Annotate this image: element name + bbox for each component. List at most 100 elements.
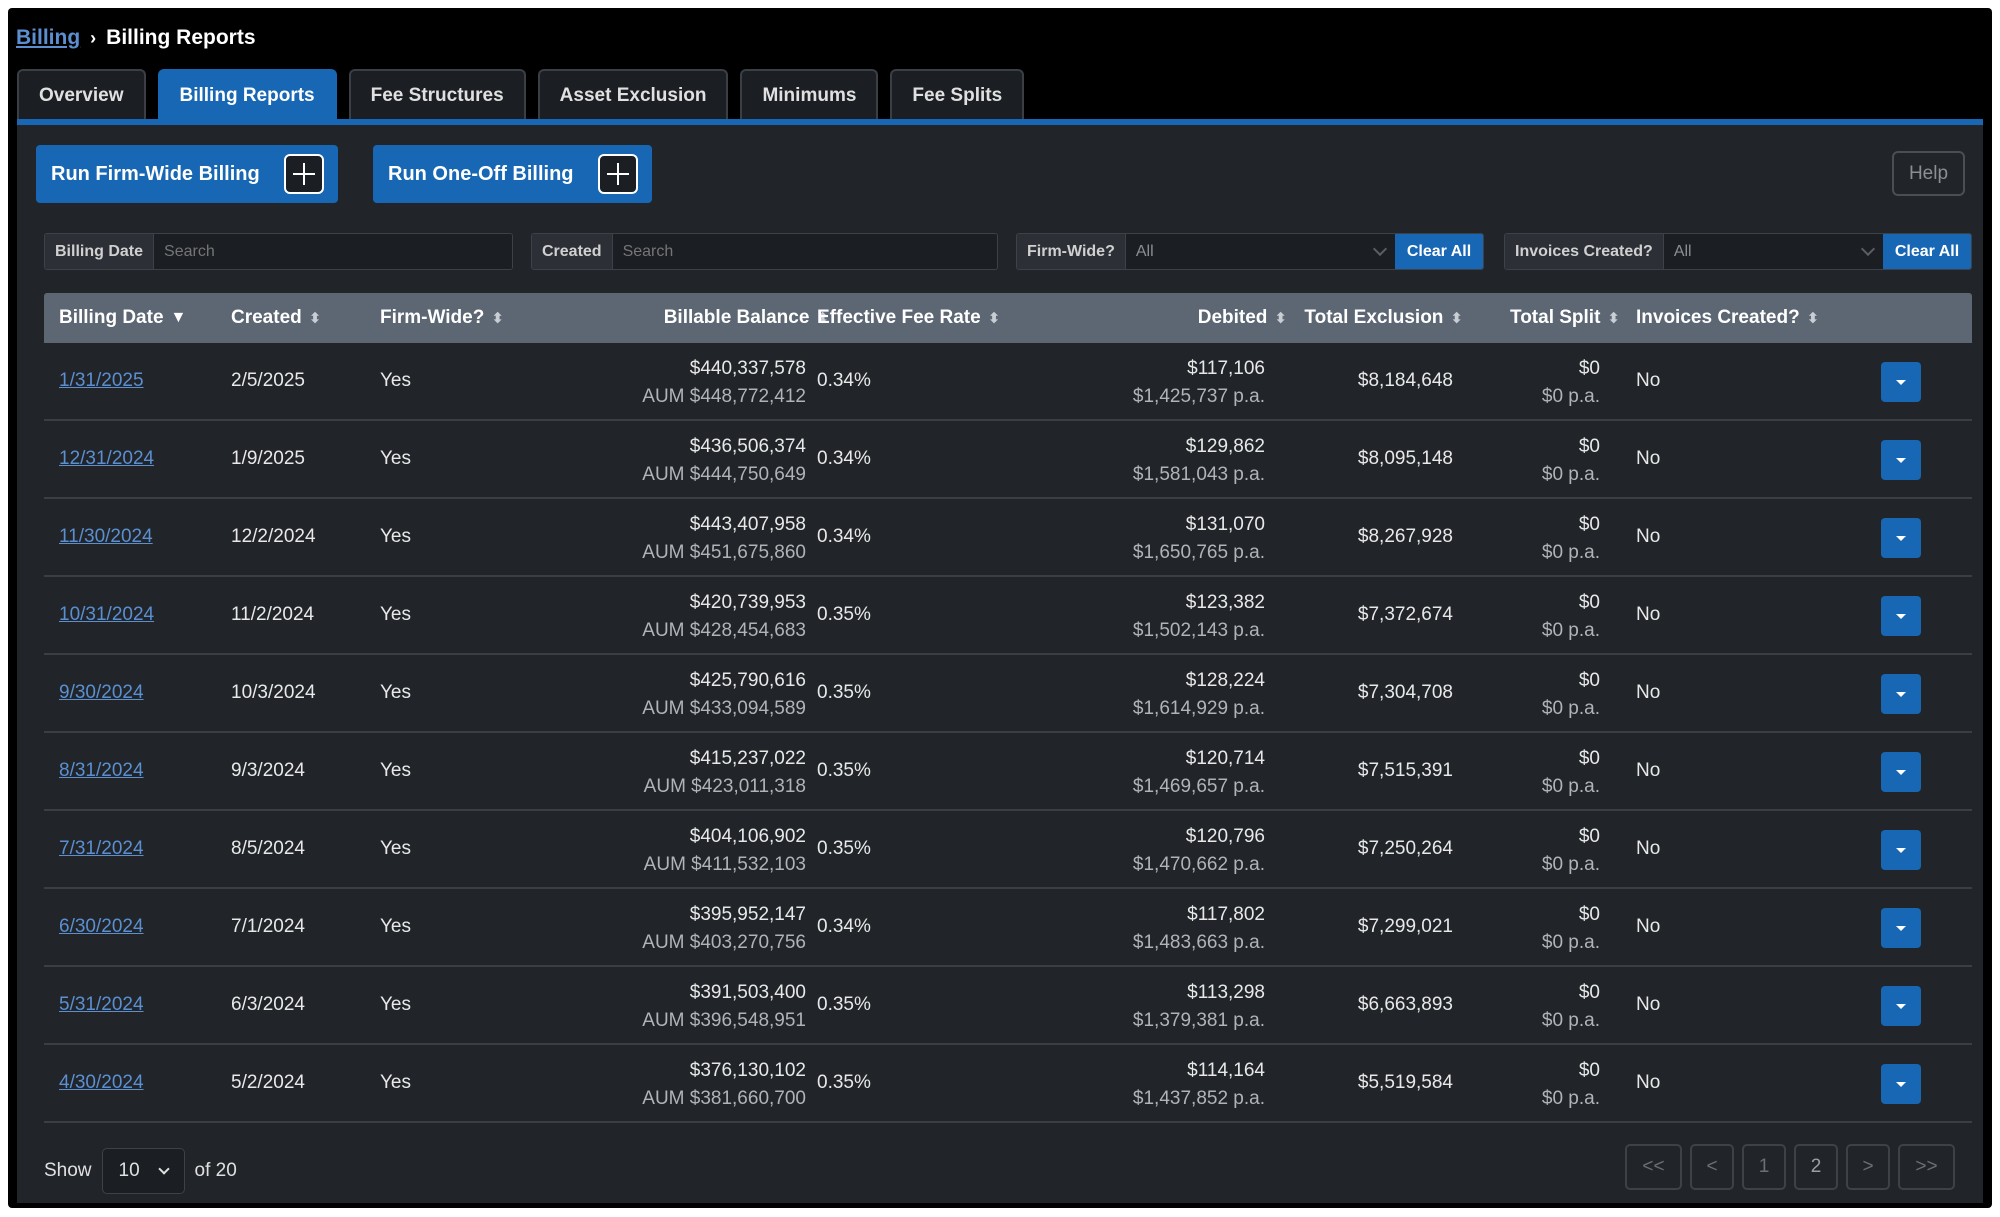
billing-date-link[interactable]: 12/31/2024 — [59, 448, 155, 469]
billing-date-link[interactable]: 5/31/2024 — [59, 994, 144, 1015]
column-header-label: Billable Balance — [663, 307, 810, 328]
row-actions-dropdown-button[interactable] — [1881, 518, 1921, 558]
column-header-effective-fee-rate[interactable]: Effective Fee Rate ⬍ — [817, 293, 1000, 343]
row-actions-dropdown-button[interactable] — [1881, 674, 1921, 714]
first-page-button[interactable]: << — [1625, 1144, 1682, 1190]
sort-icon: ⬍ — [1450, 310, 1463, 327]
column-header-total-exclusion[interactable]: Total Exclusion ⬍ — [1304, 293, 1463, 343]
debited-value: $129,862 — [1185, 436, 1265, 457]
firm-wide-clear-all-button[interactable]: Clear All — [1395, 234, 1483, 269]
invoices-created-clear-all-button[interactable]: Clear All — [1883, 234, 1971, 269]
row-actions-dropdown-button[interactable] — [1881, 752, 1921, 792]
page-1-button[interactable]: 1 — [1742, 1144, 1786, 1190]
debited-cell: $117,802 $1,483,663 p.a. — [1133, 901, 1265, 957]
debited-value: $123,382 — [1185, 592, 1265, 613]
total-split-annual-value: $0 p.a. — [1541, 386, 1600, 407]
effective-fee-rate-cell: 0.35% — [817, 994, 871, 1015]
run-one-off-billing-button[interactable]: Run One-Off Billing — [373, 145, 652, 203]
billing-date-link[interactable]: 4/30/2024 — [59, 1072, 144, 1093]
effective-fee-rate-cell: 0.35% — [817, 604, 871, 625]
table-row: 11/30/2024 12/2/2024 Yes $443,407,958 AUM $4… — [44, 499, 1972, 577]
firm-wide-cell: Yes — [380, 370, 411, 391]
created-search-input[interactable] — [612, 234, 997, 269]
run-firm-wide-billing-button[interactable]: Run Firm-Wide Billing — [36, 145, 338, 203]
column-header-label: Billing Date — [59, 307, 164, 328]
breadcrumb-separator: › — [90, 27, 97, 48]
last-page-button[interactable]: >> — [1898, 1144, 1955, 1190]
total-split-value: $0 — [1578, 358, 1600, 379]
total-split-annual-value: $0 p.a. — [1541, 698, 1600, 719]
invoices-created-select[interactable]: All — [1663, 234, 1883, 269]
billing-date-search-input[interactable] — [154, 234, 512, 269]
table-header: Billing Date ▼ Created ⬍ Firm-Wide? ⬍ Bi… — [44, 293, 1972, 343]
billing-date-link[interactable]: 11/30/2024 — [59, 526, 153, 547]
debited-value: $117,802 — [1187, 904, 1265, 925]
created-filter-label: Created — [532, 234, 613, 269]
column-header-total-split[interactable]: Total Split ⬍ — [1510, 293, 1620, 343]
aum-value: AUM $396,548,951 — [642, 1010, 806, 1031]
breadcrumb-billing-link[interactable]: Billing — [16, 26, 81, 49]
tab-billing-reports[interactable]: Billing Reports — [157, 69, 337, 120]
tab-fee-structures[interactable]: Fee Structures — [348, 69, 526, 120]
row-actions-dropdown-button[interactable] — [1881, 908, 1921, 948]
row-actions-dropdown-button[interactable] — [1881, 440, 1921, 480]
sort-descending-icon: ▼ — [170, 309, 187, 326]
billable-balance-value: $404,106,902 — [689, 826, 806, 847]
row-actions-dropdown-button[interactable] — [1881, 362, 1921, 402]
help-button[interactable]: Help — [1892, 151, 1965, 196]
billable-balance-cell: $415,237,022 AUM $423,011,318 — [644, 745, 806, 801]
total-split-annual-value: $0 p.a. — [1541, 1010, 1600, 1031]
billing-date-link[interactable]: 8/31/2024 — [59, 760, 144, 781]
column-header-created[interactable]: Created ⬍ — [231, 293, 321, 343]
chevron-down-icon — [1372, 241, 1388, 257]
page-2-button[interactable]: 2 — [1794, 1144, 1838, 1190]
plus-icon — [283, 154, 324, 194]
total-exclusion-cell: $8,184,648 — [1357, 370, 1453, 391]
next-page-button[interactable]: > — [1846, 1144, 1890, 1190]
tab-fee-splits[interactable]: Fee Splits — [890, 69, 1025, 120]
previous-page-button[interactable]: < — [1690, 1144, 1734, 1190]
total-split-cell: $0 $0 p.a. — [1542, 901, 1600, 957]
billing-date-link[interactable]: 9/30/2024 — [59, 682, 144, 703]
total-exclusion-cell: $6,663,893 — [1357, 994, 1453, 1015]
page-size-value: 10 — [118, 1160, 140, 1181]
caret-down-icon — [1896, 925, 1906, 931]
row-actions-dropdown-button[interactable] — [1881, 986, 1921, 1026]
invoices-created-cell: No — [1636, 682, 1661, 703]
plus-icon — [597, 154, 638, 194]
invoices-created-filter: Invoices Created? All Clear All — [1504, 233, 1972, 270]
chevron-down-icon — [157, 1162, 170, 1175]
table-row: 6/30/2024 7/1/2024 Yes $395,952,147 AUM $403… — [44, 889, 1972, 967]
table-row: 7/31/2024 8/5/2024 Yes $404,106,902 AUM $411… — [44, 811, 1972, 889]
billing-date-link[interactable]: 1/31/2025 — [59, 370, 144, 391]
tab-asset-exclusion[interactable]: Asset Exclusion — [537, 69, 729, 120]
aum-value: AUM $444,750,649 — [642, 464, 806, 485]
column-header-invoices-created[interactable]: Invoices Created? ⬍ — [1636, 293, 1819, 343]
billing-date-link[interactable]: 10/31/2024 — [59, 604, 155, 625]
column-header-firm-wide[interactable]: Firm-Wide? ⬍ — [380, 293, 504, 343]
effective-fee-rate-cell: 0.35% — [817, 838, 871, 859]
row-actions-dropdown-button[interactable] — [1881, 830, 1921, 870]
column-header-billing-date[interactable]: Billing Date ▼ — [59, 293, 186, 343]
billing-date-cell: 8/31/2024 — [59, 733, 144, 809]
column-header-debited[interactable]: Debited ⬍ — [1198, 293, 1287, 343]
total-split-annual-value: $0 p.a. — [1541, 854, 1600, 875]
page-size-select[interactable]: 10 — [101, 1148, 185, 1194]
billing-date-link[interactable]: 6/30/2024 — [59, 916, 144, 937]
total-split-value: $0 — [1578, 514, 1600, 535]
column-header-billable-balance[interactable]: Billable Balance ⬍ — [664, 293, 829, 343]
invoices-created-cell: No — [1636, 526, 1661, 547]
tab-minimums[interactable]: Minimums — [740, 69, 879, 120]
total-exclusion-cell: $7,372,674 — [1357, 604, 1453, 625]
total-split-cell: $0 $0 p.a. — [1542, 823, 1600, 879]
created-cell: 9/3/2024 — [231, 760, 305, 781]
row-actions-dropdown-button[interactable] — [1881, 596, 1921, 636]
firm-wide-select-value: All — [1135, 242, 1154, 260]
firm-wide-select[interactable]: All — [1125, 234, 1395, 269]
column-header-label: Total Exclusion — [1304, 307, 1444, 328]
row-actions-dropdown-button[interactable] — [1881, 1064, 1921, 1104]
billing-date-link[interactable]: 7/31/2024 — [59, 838, 144, 859]
caret-down-icon — [1896, 535, 1906, 541]
tab-overview[interactable]: Overview — [17, 69, 146, 120]
debited-value: $131,070 — [1185, 514, 1265, 535]
